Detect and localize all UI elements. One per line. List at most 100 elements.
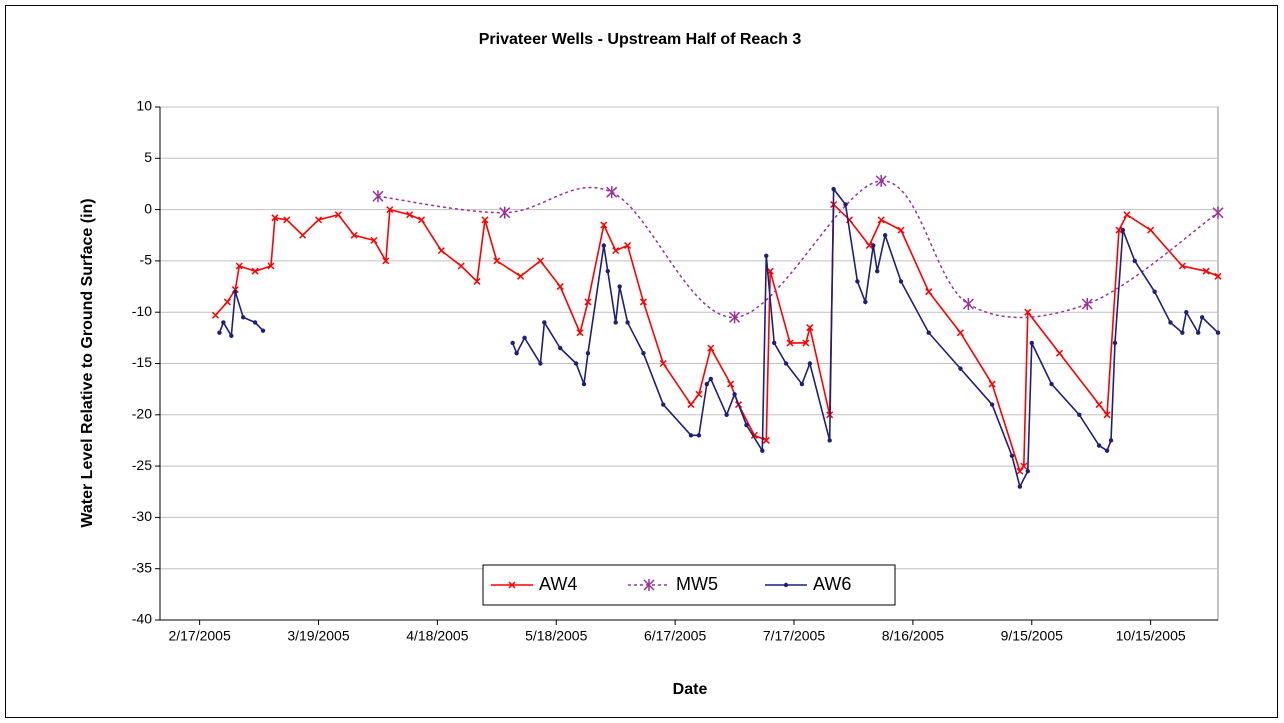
data-point [639, 298, 647, 306]
data-point [585, 351, 591, 356]
y-tick-label: -25 [132, 457, 152, 473]
data-point [956, 329, 964, 337]
data-point [601, 243, 607, 248]
data-point [217, 330, 222, 335]
data-point [962, 297, 974, 310]
series-line [377, 180, 1219, 319]
x-tick-label: 5/18/2005 [525, 628, 587, 644]
data-point [1168, 320, 1173, 325]
data-point [514, 351, 519, 356]
data-point [865, 241, 873, 250]
data-point [1214, 272, 1222, 280]
data-point [687, 401, 695, 409]
data-point [1009, 453, 1015, 459]
data-point [827, 438, 832, 443]
data-point [510, 340, 515, 346]
data-point [1178, 262, 1186, 270]
data-point [1202, 267, 1210, 275]
data-point [783, 361, 789, 366]
data-point [613, 320, 618, 325]
y-tick-label: -35 [132, 559, 152, 575]
data-point [1016, 467, 1024, 475]
data-point [617, 284, 622, 289]
data-point [802, 339, 810, 347]
data-point [1123, 211, 1131, 219]
data-point [1020, 462, 1028, 470]
data-point [1096, 443, 1102, 448]
data-point [1212, 206, 1224, 219]
data-point [704, 381, 710, 387]
x-tick-label: 10/15/2005 [1116, 628, 1186, 644]
data-point [517, 272, 525, 280]
data-point [988, 380, 996, 388]
data-point [558, 345, 563, 351]
data-point [877, 216, 885, 224]
data-point [241, 315, 246, 320]
y-axis-label: Water Level Relative to Ground Surface (… [79, 198, 96, 527]
data-point [522, 335, 527, 341]
data-point [1104, 448, 1110, 453]
y-tick-label: 10 [136, 98, 152, 114]
data-point [875, 174, 887, 187]
data-point [233, 289, 238, 294]
chart-title: Privateer Wells - Upstream Half of Reach… [479, 31, 802, 48]
data-point [386, 206, 394, 214]
data-point [898, 279, 904, 284]
y-tick-label: -20 [132, 406, 152, 422]
x-axis-label: Date [673, 681, 708, 698]
data-point [573, 361, 579, 366]
data-point [724, 412, 729, 417]
data-point [1024, 308, 1032, 316]
data-point [584, 298, 592, 306]
data-point [1184, 310, 1189, 315]
x-tick-label: 2/17/2005 [168, 628, 230, 644]
data-point [925, 288, 933, 296]
data-point [1049, 381, 1054, 387]
data-point [1108, 438, 1114, 443]
y-tick-label: 0 [144, 200, 152, 216]
data-point [542, 320, 547, 325]
data-point [350, 231, 358, 239]
data-point [1095, 401, 1103, 409]
legend-marker [643, 579, 655, 591]
data-point [659, 359, 667, 368]
data-point [732, 392, 737, 397]
data-point [417, 216, 426, 224]
data-point [1215, 330, 1221, 335]
data-point [882, 233, 888, 238]
data-point [1120, 227, 1126, 233]
data-point [786, 339, 794, 347]
data-point [493, 257, 501, 265]
legend-label: AW6 [813, 574, 851, 594]
data-point [1112, 340, 1118, 346]
data-point [600, 221, 608, 229]
y-tick-label: -30 [132, 508, 152, 524]
data-point [1103, 411, 1111, 419]
data-point [576, 329, 584, 337]
data-point [251, 267, 259, 275]
data-point [688, 433, 694, 438]
y-tick-label: -10 [132, 303, 152, 319]
data-point [708, 376, 713, 382]
data-point [221, 320, 226, 325]
data-point [806, 324, 814, 332]
legend-label: MW5 [676, 574, 718, 594]
x-tick-label: 3/19/2005 [287, 628, 349, 644]
data-point [1152, 289, 1157, 294]
data-point [1115, 226, 1123, 234]
data-point [1055, 349, 1064, 357]
data-point [382, 257, 390, 265]
data-point [729, 311, 741, 324]
data-point [299, 231, 307, 239]
x-tick-label: 9/15/2005 [1001, 628, 1063, 644]
data-point [897, 226, 905, 234]
data-point [1199, 315, 1205, 320]
data-point [538, 361, 543, 366]
x-tick-label: 7/17/2005 [763, 628, 825, 644]
data-point [229, 333, 234, 338]
data-point [473, 277, 481, 285]
data-point [799, 381, 805, 387]
data-point [926, 330, 931, 335]
data-point [744, 422, 749, 428]
data-point [223, 298, 231, 306]
